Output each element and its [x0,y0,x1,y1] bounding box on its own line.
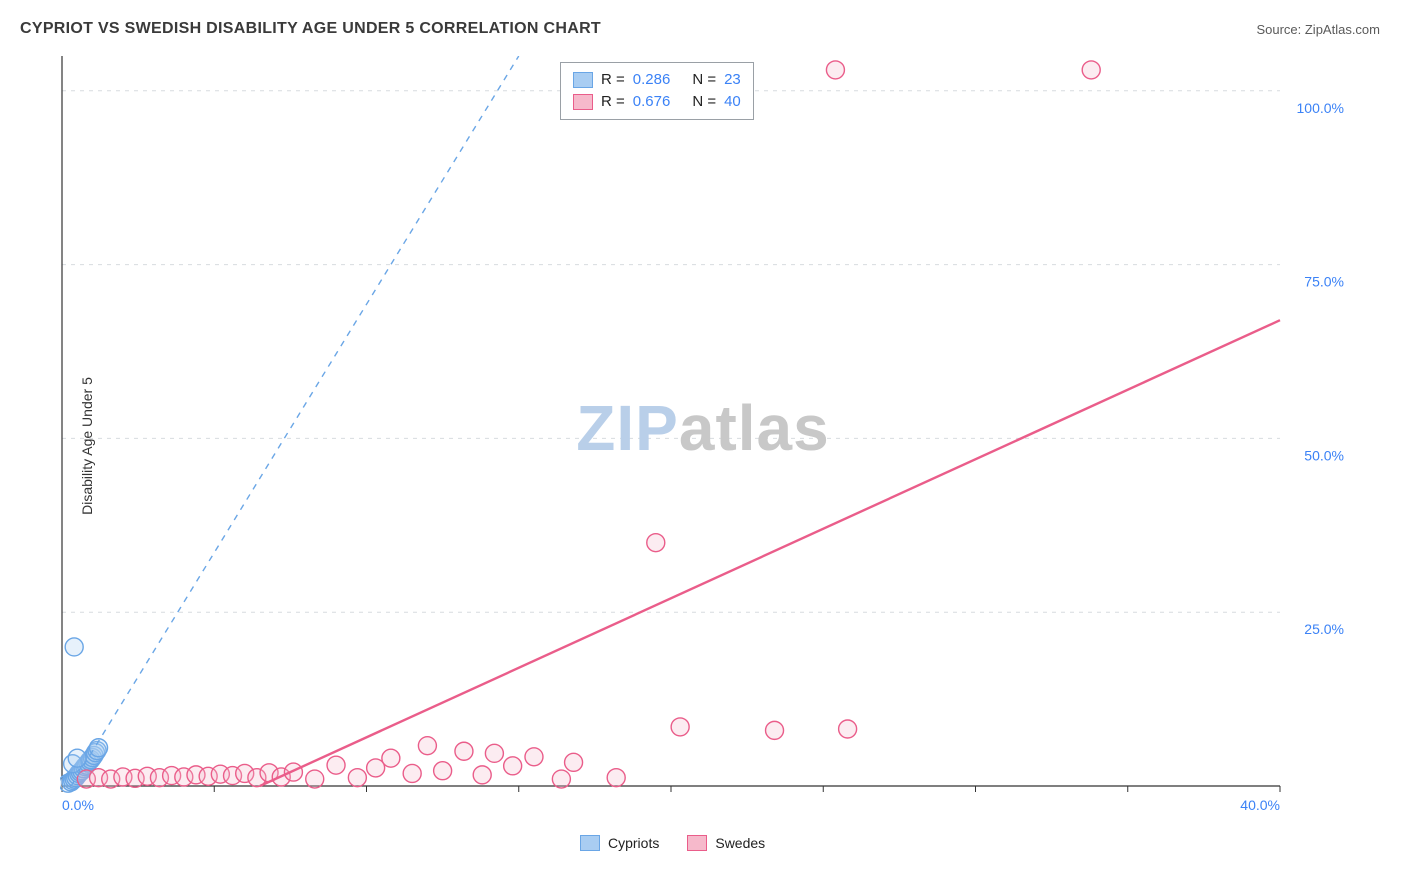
source-label: Source: [1256,22,1304,37]
n-label: N = [692,69,716,91]
correlation-legend: R = 0.286 N = 23 R = 0.676 N = 40 [560,62,754,120]
n-value-swedes: 40 [724,93,741,110]
scatter-plot-svg: 25.0% 50.0% 75.0% 100.0% 0.0% 40.0% [60,56,1350,826]
plot-area: 25.0% 50.0% 75.0% 100.0% 0.0% 40.0% [60,56,1350,826]
svg-text:50.0%: 50.0% [1304,447,1344,463]
n-label: N = [692,91,716,113]
r-value-cypriots: 0.286 [633,71,671,88]
legend-label-cypriots: Cypriots [608,835,659,851]
svg-text:0.0%: 0.0% [62,797,94,813]
svg-text:40.0%: 40.0% [1240,797,1280,813]
legend-item-swedes: Swedes [687,835,765,851]
correlation-row-swedes: R = 0.676 N = 40 [573,91,741,113]
legend-item-cypriots: Cypriots [580,835,659,851]
chart-container: CYPRIOT VS SWEDISH DISABILITY AGE UNDER … [0,0,1406,892]
legend-label-swedes: Swedes [715,835,765,851]
series-legend: Cypriots Swedes [580,835,765,851]
r-label: R = [601,91,625,113]
svg-text:75.0%: 75.0% [1304,274,1344,290]
n-value-cypriots: 23 [724,71,741,88]
swedes-swatch-icon [573,94,593,110]
svg-text:100.0%: 100.0% [1297,100,1344,116]
r-value-swedes: 0.676 [633,93,671,110]
cypriots-swatch-icon [580,835,600,851]
swedes-swatch-icon [687,835,707,851]
source-attribution: Source: ZipAtlas.com [1256,22,1380,37]
source-value: ZipAtlas.com [1305,22,1380,37]
chart-title: CYPRIOT VS SWEDISH DISABILITY AGE UNDER … [20,20,601,38]
correlation-row-cypriots: R = 0.286 N = 23 [573,69,741,91]
cypriots-swatch-icon [573,72,593,88]
r-label: R = [601,69,625,91]
svg-text:25.0%: 25.0% [1304,621,1344,637]
